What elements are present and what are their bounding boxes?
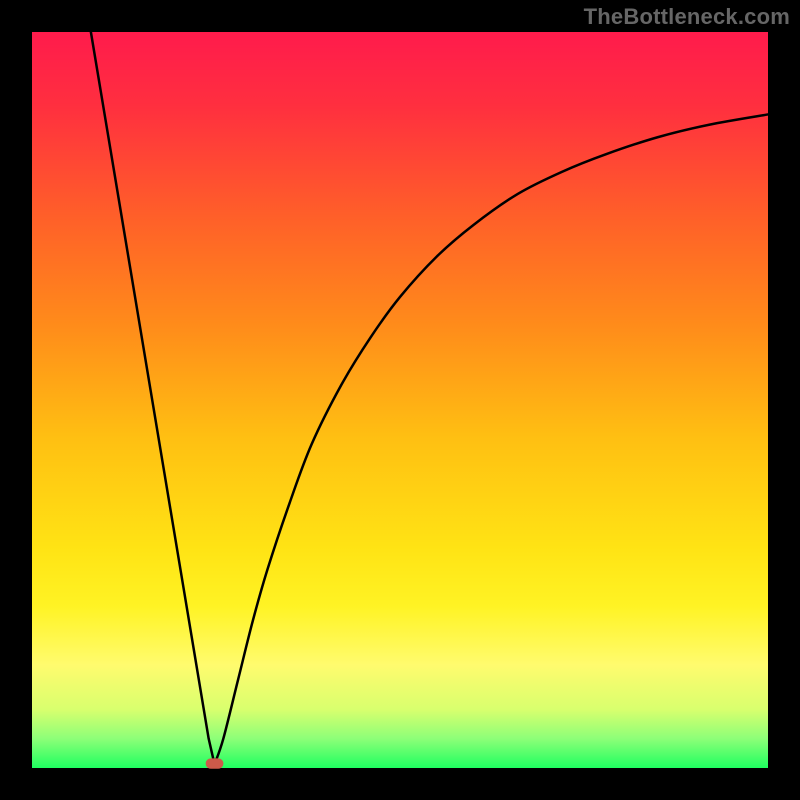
plot-background xyxy=(32,32,768,768)
min-marker xyxy=(206,758,224,768)
chart-container: TheBottleneck.com xyxy=(0,0,800,800)
bottleneck-curve-chart xyxy=(0,0,800,800)
